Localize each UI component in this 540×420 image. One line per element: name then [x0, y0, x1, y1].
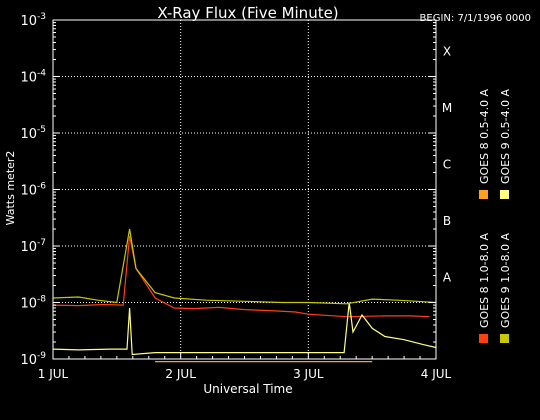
- flare-class-label: X: [443, 45, 451, 59]
- y-tick-label: 10-3: [20, 12, 46, 29]
- flare-class-label: M: [442, 101, 452, 115]
- flare-class-label: C: [443, 158, 451, 172]
- legend-label: GOES 8 1.0-8.0 A: [478, 232, 491, 328]
- flare-class-label: A: [443, 271, 452, 285]
- y-tick-label: 10-5: [20, 125, 46, 142]
- y-tick-label: 10-6: [20, 182, 46, 199]
- legend-label: GOES 8 0.5-4.0 A: [478, 88, 491, 184]
- y-axis-label: Watts meter2: [4, 151, 17, 226]
- x-tick-label: 4 JUL: [421, 367, 452, 381]
- legend: GOES 8 1.0-8.0 A GOES 9 1.0-8.0 A GOES 8 0…: [478, 88, 512, 343]
- y-tick-label: 10-7: [20, 238, 46, 255]
- series-lines: [52, 228, 437, 363]
- y-tick-label: 10-8: [20, 295, 46, 312]
- series-line: [52, 228, 437, 305]
- legend-swatch: [500, 334, 509, 343]
- legend-label: GOES 9 0.5-4.0 A: [499, 88, 512, 184]
- legend-label: GOES 9 1.0-8.0 A: [499, 232, 512, 328]
- series-line: [52, 235, 430, 318]
- begin-date-label: BEGIN: 7/1/1996 0000: [420, 13, 531, 24]
- legend-swatch: [479, 190, 488, 199]
- y-tick-label: 10-9: [20, 351, 46, 368]
- x-tick-label: 1 JUL: [38, 367, 69, 381]
- chart-title: X-Ray Flux (Five Minute): [157, 4, 338, 22]
- x-axis-label: Universal Time: [203, 382, 292, 396]
- grid: [53, 20, 436, 359]
- axes: 10-9 10-8 10-7 10-6 10-5 10-4 10-3 1 JUL 2 JUL 3 …: [20, 12, 452, 381]
- y-tick-label: 10-4: [20, 69, 46, 86]
- flare-class-label: B: [443, 214, 451, 228]
- legend-swatch: [500, 190, 509, 199]
- series-line: [52, 302, 437, 356]
- legend-swatch: [479, 334, 488, 343]
- x-tick-label: 2 JUL: [165, 367, 196, 381]
- x-tick-label: 3 JUL: [293, 367, 324, 381]
